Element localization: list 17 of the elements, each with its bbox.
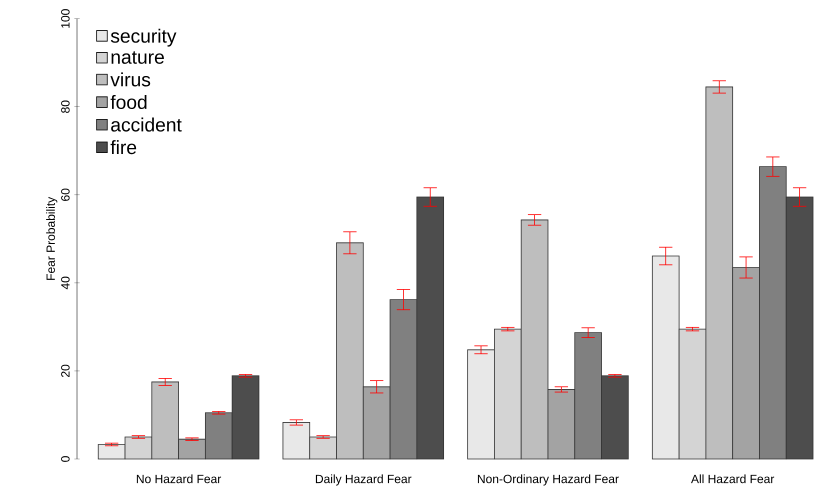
y-tick-label: 60 xyxy=(61,188,70,201)
legend-label: nature xyxy=(112,51,164,64)
y-tick-label: 40 xyxy=(61,276,70,290)
x-tick-label: All Hazard Fear xyxy=(691,474,774,484)
x-tick-label: Non-Ordinary Hazard Fear xyxy=(478,474,619,486)
x-tick-label: Daily Hazard Fear xyxy=(316,474,412,486)
y-axis-title: Fear Probability xyxy=(46,196,58,280)
y-tick-label: 100 xyxy=(61,9,70,28)
x-tick-label: No Hazard Fear xyxy=(136,474,222,484)
y-tick-label: 80 xyxy=(61,100,70,113)
legend-label: fire xyxy=(110,140,136,154)
legend-label: accident xyxy=(111,118,182,132)
legend-label: security xyxy=(110,28,176,47)
y-tick-label: 20 xyxy=(61,364,70,378)
legend-label: virus xyxy=(110,72,150,86)
y-tick-label: 0 xyxy=(61,456,70,462)
legend-label: food xyxy=(110,94,146,110)
